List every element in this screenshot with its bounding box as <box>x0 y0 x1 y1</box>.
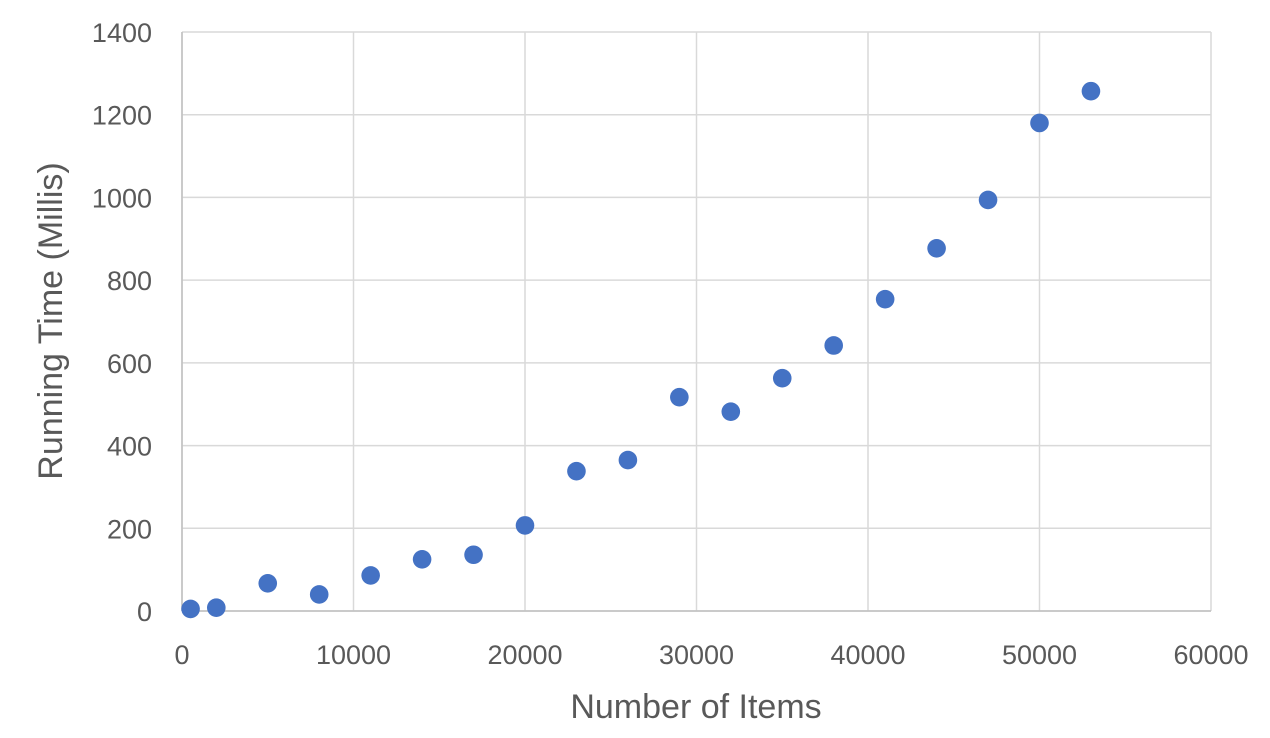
data-points-layer <box>181 81 1101 619</box>
data-point <box>515 516 535 535</box>
data-point <box>412 550 432 569</box>
y-axis-title: Running Time (Millis) <box>32 162 70 479</box>
data-point <box>1081 81 1101 101</box>
x-tick-label: 40000 <box>830 640 905 670</box>
data-point <box>927 238 946 258</box>
grid-layer <box>181 31 1212 612</box>
data-point <box>464 545 483 565</box>
y-tick-label: 600 <box>107 349 152 379</box>
data-point <box>1030 113 1049 133</box>
x-tick-label: 60000 <box>1173 640 1248 670</box>
y-tick-label: 1400 <box>92 18 152 48</box>
x-tick-label: 50000 <box>1002 640 1077 670</box>
x-tick-label: 20000 <box>487 640 562 670</box>
tick-labels-layer: 0 10000 20000 30000 40000 50000 60000 0 200 400 60… <box>92 18 1249 670</box>
data-point <box>258 573 278 593</box>
data-point <box>875 289 895 309</box>
data-point <box>618 450 638 470</box>
x-tick-label: 30000 <box>659 640 734 670</box>
x-tick-label: 0 <box>174 640 189 670</box>
data-point <box>721 402 741 421</box>
x-tick-label: 10000 <box>316 640 391 670</box>
data-point <box>309 585 329 604</box>
data-point <box>670 387 689 407</box>
data-point <box>361 566 380 585</box>
data-point <box>772 368 792 388</box>
axis-layer <box>181 32 1211 612</box>
y-tick-label: 400 <box>107 432 152 462</box>
data-point <box>824 336 843 355</box>
data-point <box>181 599 200 619</box>
y-tick-label: 200 <box>107 514 152 544</box>
data-point <box>207 598 226 617</box>
x-axis-title: Number of Items <box>570 688 821 726</box>
data-point <box>567 461 586 481</box>
data-point <box>978 190 998 210</box>
y-tick-label: 1000 <box>92 183 152 213</box>
y-tick-label: 800 <box>107 266 152 296</box>
y-tick-label: 0 <box>137 597 152 627</box>
y-tick-label: 1200 <box>92 101 152 131</box>
